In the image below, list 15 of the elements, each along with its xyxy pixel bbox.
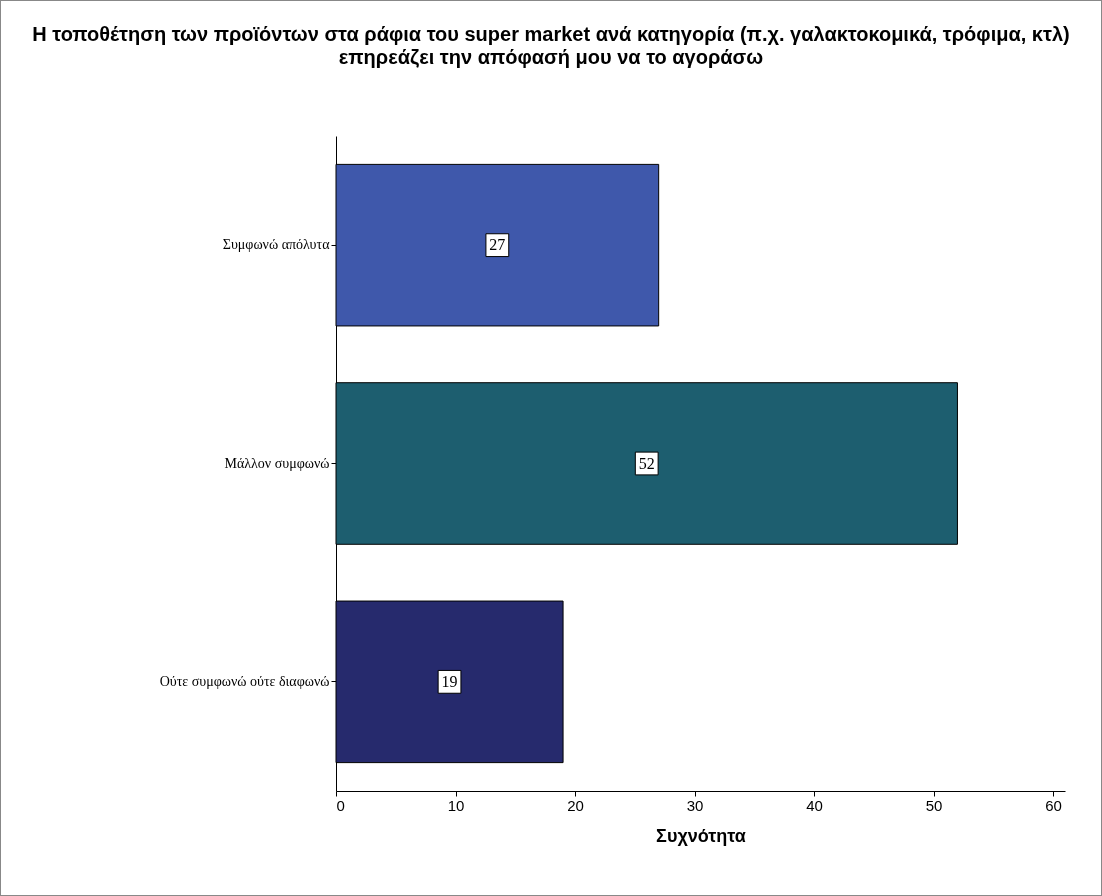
x-tick-label: 10 (447, 796, 465, 814)
x-tick-label: 60 (1045, 796, 1062, 814)
x-tick-label: 50 (925, 796, 943, 814)
x-axis-title: Συχνότητα (656, 825, 746, 846)
x-tick-label: 0 (336, 796, 345, 814)
y-tick-label: Συμφωνώ απόλυτα (222, 237, 331, 253)
data-label: 27 (489, 236, 506, 254)
x-tick-label: 30 (686, 796, 704, 814)
data-label: 19 (441, 672, 458, 690)
y-tick-label: Μάλλον συμφωνώ (224, 455, 330, 471)
x-tick-label: 40 (806, 796, 823, 814)
data-label: 52 (638, 454, 655, 472)
x-tick-label: 20 (567, 796, 584, 814)
chart-title: Η τοποθέτηση των προϊόντων στα ράφια του super market ανά κατηγορία (π.χ. γαλακτοκομικά, τρόφιμα, κτλ) επηρεάζει την απόφασή μου να το αγοράσω (31, 23, 1071, 69)
y-tick-label: Ούτε συμφωνώ ούτε διαφωνώ (159, 673, 330, 689)
